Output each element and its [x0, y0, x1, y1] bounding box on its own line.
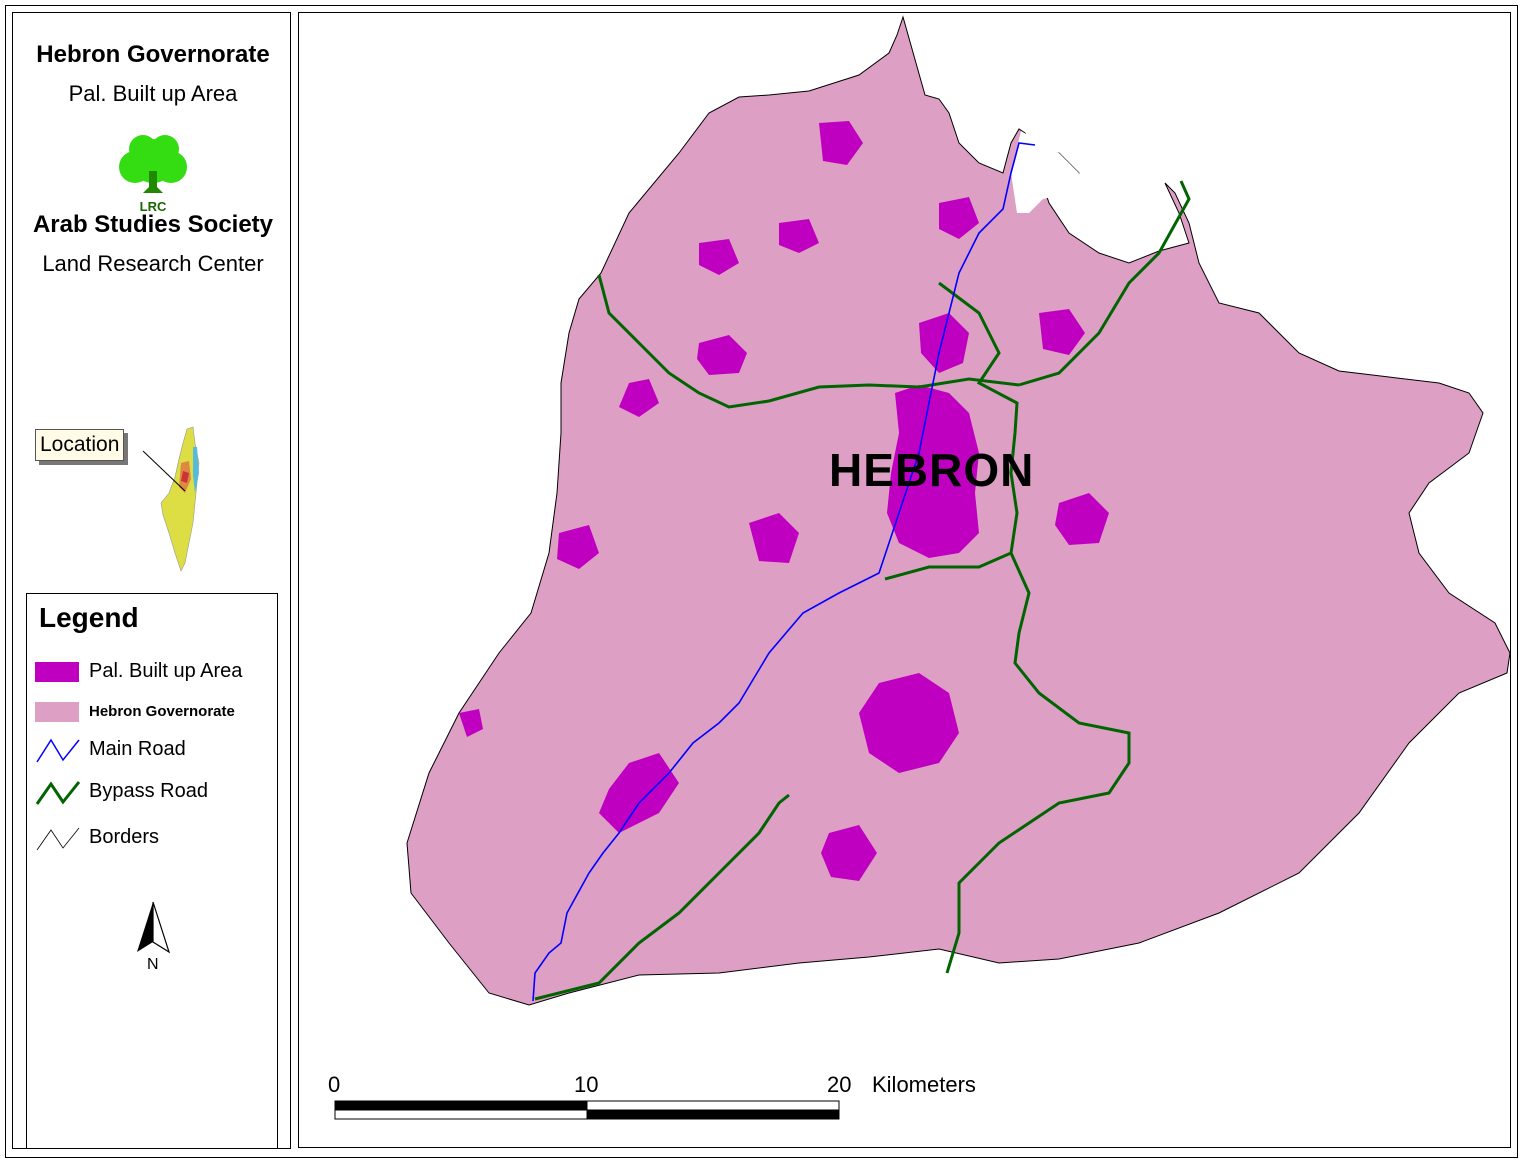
side-panel: Hebron Governorate Pal. Built up Area LR…: [12, 12, 291, 1149]
legend-item-built-up: Pal. Built up Area: [35, 660, 275, 690]
legend-label: Hebron Governorate: [89, 703, 235, 720]
city-label-hebron: HEBRON: [829, 444, 1035, 496]
map-title: Hebron Governorate: [36, 41, 270, 68]
scale-tick-10: 10: [574, 1072, 599, 1097]
tree-logo-icon: LRC: [119, 135, 187, 214]
legend-item-governorate: Hebron Governorate: [35, 700, 275, 730]
outer-frame: [5, 5, 1518, 1158]
location-callout: Location: [35, 429, 125, 461]
department-name: Land Research Center: [42, 251, 264, 276]
main-road-line-icon: [36, 738, 80, 763]
legend-item-main-road: Main Road: [35, 736, 275, 766]
borders-line-icon: [36, 827, 80, 851]
north-label: N: [147, 956, 159, 973]
legend-item-bypass-road: Bypass Road: [35, 778, 275, 808]
built-up-areas: [459, 121, 1109, 881]
legend-label: Main Road: [89, 738, 186, 760]
legend: Legend Pal. Built up Area Hebron Governo…: [26, 593, 278, 1149]
legend-label: Pal. Built up Area: [89, 660, 243, 682]
scale-tick-0: 0: [328, 1072, 341, 1097]
map-subtitle: Pal. Built up Area: [68, 81, 238, 106]
bypass-road-line-icon: [35, 781, 81, 805]
built-up-swatch-icon: [35, 662, 79, 682]
bypass-roads: [534, 180, 1191, 1001]
scale-unit: Kilometers: [872, 1072, 976, 1097]
main-road: [532, 142, 1036, 1002]
governorate-swatch-icon: [35, 702, 79, 722]
legend-label: Bypass Road: [89, 780, 208, 802]
scale-bar: [334, 1100, 840, 1120]
svg-text:LRC: LRC: [140, 199, 167, 214]
legend-title: Legend: [39, 602, 139, 633]
north-arrow-icon: [137, 901, 171, 954]
scale-tick-20: 20: [827, 1072, 852, 1097]
organization-name: Arab Studies Society: [32, 211, 274, 238]
legend-item-borders: Borders: [35, 824, 275, 854]
governorate-map: [406, 15, 1510, 1006]
location-inset-map: [142, 426, 200, 572]
legend-label: Borders: [89, 826, 160, 848]
map-panel: HEBRON: [298, 12, 1511, 1148]
